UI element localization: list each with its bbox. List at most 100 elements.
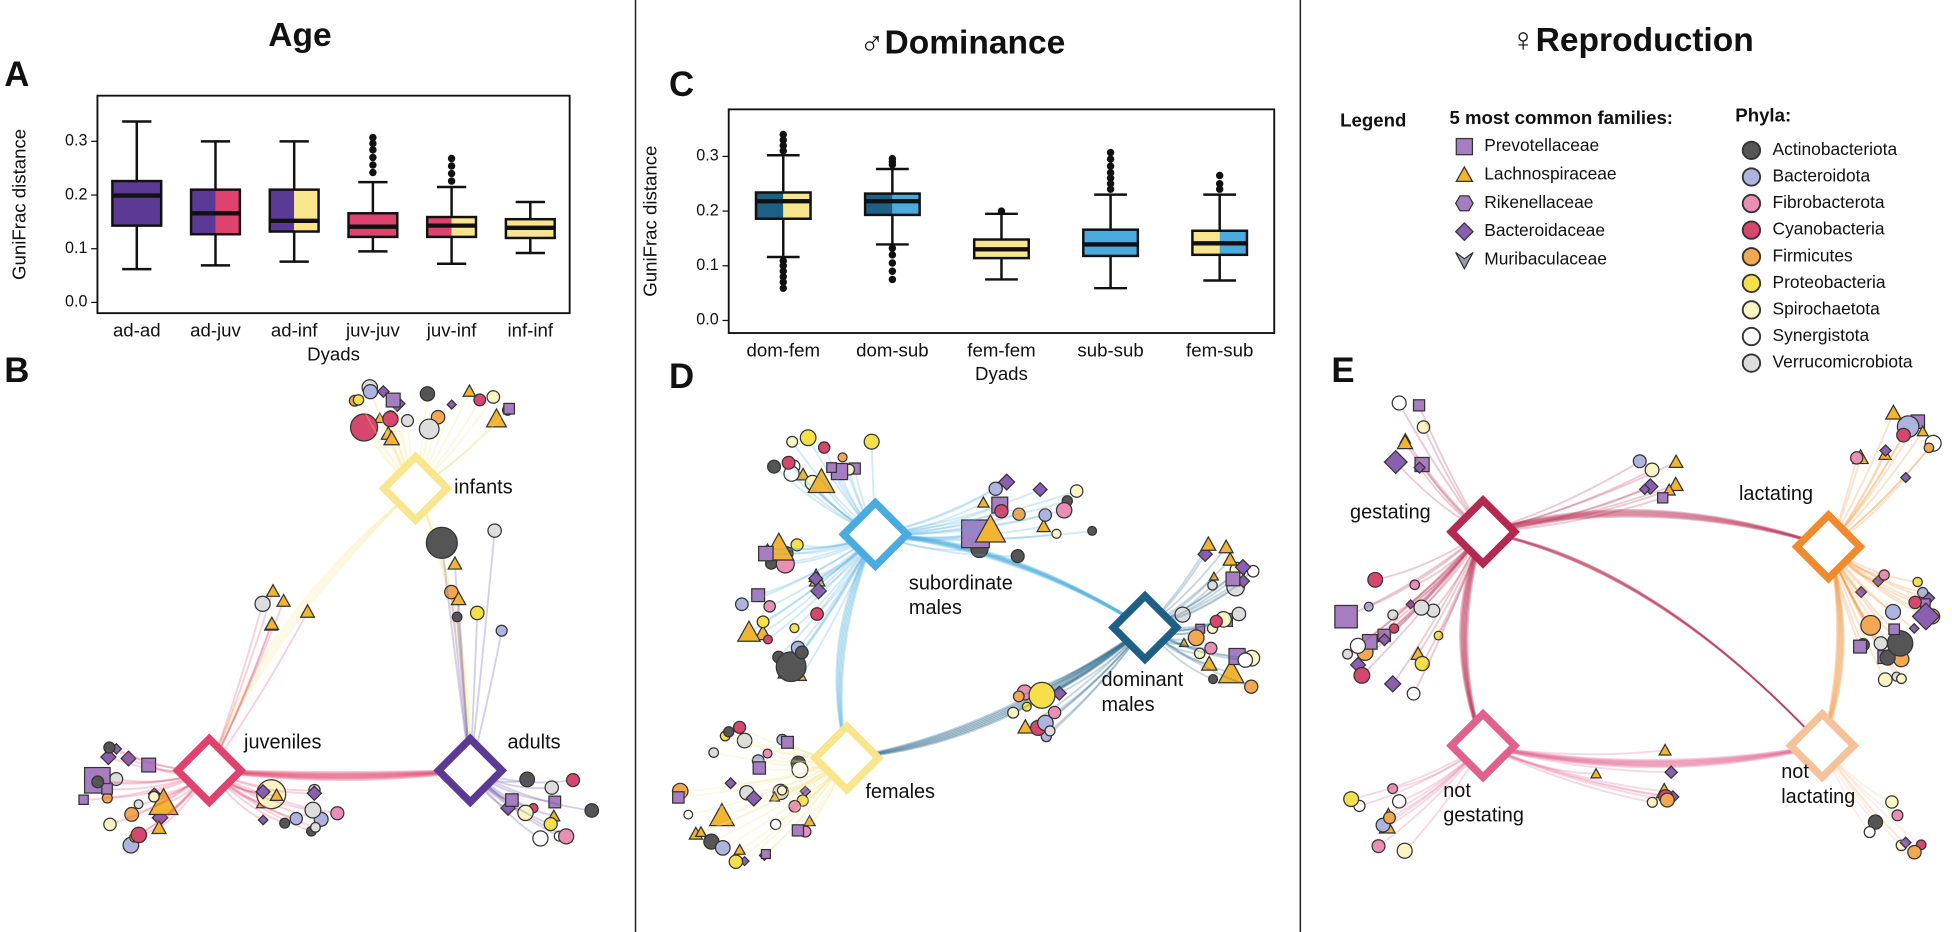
legend-label: Firmicutes [1773, 245, 1853, 265]
legend-label: Rikenellaceae [1484, 192, 1593, 212]
group-label: males [909, 597, 962, 619]
outlier [779, 136, 787, 144]
node [1371, 839, 1386, 854]
legend-title: Legend [1340, 110, 1406, 131]
node [768, 790, 781, 802]
group-label: gestating [1350, 501, 1431, 523]
edge-bundle [1482, 530, 1823, 747]
networks: infants juveniles adults subordinate males do… [78, 379, 1942, 869]
edge-bundle [1482, 530, 1823, 747]
outlier [1106, 162, 1115, 170]
node [376, 384, 390, 399]
edge-bundle [1482, 511, 1829, 548]
node [382, 410, 399, 428]
node [1854, 585, 1868, 599]
outlier [1106, 180, 1115, 188]
node [799, 429, 817, 447]
legend-label: Bacteroidota [1773, 166, 1871, 186]
edge-bundle [1482, 530, 1823, 747]
node [736, 732, 753, 749]
node [254, 595, 271, 613]
x-axis-label: Dyads [307, 343, 360, 364]
outlier [888, 160, 897, 169]
edge-bundle [846, 626, 1146, 760]
node [1383, 811, 1397, 825]
outlier [1215, 171, 1224, 180]
node [1644, 462, 1660, 478]
node [781, 455, 796, 470]
outlier [779, 272, 787, 281]
node [1908, 622, 1920, 634]
node [794, 645, 809, 660]
node [1199, 535, 1217, 551]
group-label: males [1102, 694, 1155, 716]
node [672, 791, 685, 804]
node [1069, 484, 1084, 498]
node [1396, 433, 1414, 450]
node [1218, 538, 1235, 554]
node [694, 825, 708, 838]
node [1664, 765, 1679, 780]
edge-bundle [208, 487, 416, 771]
node [762, 748, 773, 759]
node [419, 386, 436, 402]
node [1860, 614, 1882, 636]
outlier [369, 168, 377, 177]
edge-bundle [875, 532, 1146, 629]
panel-label: E [1331, 352, 1354, 390]
node [1455, 137, 1474, 156]
node [1044, 725, 1056, 737]
y-tick-label: 0.1 [65, 239, 87, 257]
group-label: lactating [1739, 483, 1813, 505]
node [469, 605, 485, 621]
node [495, 624, 508, 637]
box-fill [269, 189, 295, 232]
outlier [1106, 169, 1115, 177]
node [505, 793, 519, 807]
node [1455, 165, 1474, 183]
node [425, 526, 458, 559]
group-label: not [1443, 780, 1471, 802]
y-tick-label: 0.3 [65, 132, 87, 150]
outlier [369, 153, 377, 162]
node [1412, 399, 1426, 412]
node [976, 495, 991, 508]
node [349, 413, 379, 442]
outlier [447, 154, 456, 163]
edge-bundle [846, 626, 1146, 760]
node [310, 821, 321, 833]
y-tick-label: 0.1 [696, 256, 718, 274]
node [103, 741, 116, 754]
edge-bundle [208, 487, 416, 771]
panel-label: C [669, 66, 694, 104]
node [264, 615, 280, 630]
node [450, 590, 467, 606]
node [997, 473, 1016, 491]
box-fill [783, 192, 811, 219]
node [809, 582, 828, 600]
node [732, 720, 747, 734]
node [775, 651, 807, 683]
plot-frame [96, 94, 571, 315]
group-label: not [1781, 761, 1809, 783]
group-label: lactating [1781, 786, 1855, 808]
legend-icon [1741, 247, 1762, 267]
outlier [888, 251, 897, 259]
edge-bundle [208, 487, 416, 771]
node [788, 799, 802, 813]
node [1896, 427, 1911, 443]
edge-bundle [208, 487, 416, 771]
node [1028, 681, 1056, 709]
edge-bundle [1482, 530, 1823, 747]
node [807, 467, 836, 494]
node [150, 819, 168, 835]
node [1406, 686, 1421, 701]
legend-icon [1741, 167, 1762, 187]
group-node [1446, 494, 1520, 569]
group-node [172, 733, 247, 808]
node [557, 828, 575, 845]
column-title: Age [268, 17, 331, 54]
legend-icon [1741, 326, 1762, 347]
y-axis-label: GuniFrac distance [640, 146, 661, 297]
